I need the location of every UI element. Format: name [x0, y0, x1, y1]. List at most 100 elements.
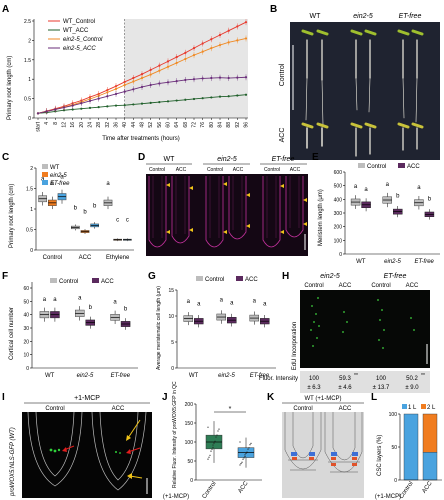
significance-letter: a [354, 184, 358, 190]
x-tick-label: 76 [200, 122, 206, 128]
data-point [242, 458, 244, 460]
legend-swatch-wt [42, 164, 48, 169]
panel-k: K WT (+1-MCP) Control ACC [267, 392, 364, 498]
significance-letter: a [53, 297, 57, 303]
treatment-label: Control [293, 406, 312, 412]
y-tick-label: 50 [391, 445, 397, 451]
meristem-boundary-arrows [166, 182, 307, 234]
legend-ein25-control: ein2-5_Control [63, 37, 103, 43]
fluor-value: 100 [376, 376, 387, 382]
panel-h: H ein2-5 ET-free Control ACC Control ACC… [259, 271, 430, 393]
data-point [212, 446, 214, 448]
data-point [71, 108, 74, 111]
legend: WT ein2-5 ET-free [42, 164, 70, 187]
qc-arrows [62, 419, 143, 479]
genotype-label-et-free: ET-free [272, 156, 295, 163]
legend: WT_Control WT_ACC ein2-5_Control ein2-5_… [48, 19, 103, 52]
box-plot-marks: 0 50 100 150 200 Control ACC [185, 402, 255, 500]
legend: 1 L 2 L [402, 404, 436, 411]
data-point [245, 452, 247, 455]
significance-letter: b [93, 203, 97, 209]
col-label-et-free: ET-free [399, 13, 422, 20]
data-point [218, 95, 222, 98]
panel-title: +1-MCP [74, 395, 100, 402]
x-tick-label: WT [189, 373, 199, 379]
significance-letter: a [417, 185, 421, 191]
panel-b: B WT ein2-5 ET-free Control ACC [270, 4, 440, 160]
x-tick-label: 48 [140, 122, 146, 128]
data-point [227, 95, 230, 98]
y-tick-label: 0 [394, 478, 397, 484]
treatment-label: Control [45, 406, 64, 412]
x-tick-label: ACC [237, 480, 250, 494]
data-point [36, 112, 40, 115]
x-tick-label: WT [45, 373, 55, 379]
significance-letter: a [263, 302, 267, 308]
data-point [207, 426, 209, 428]
treatment-label: Control [264, 167, 280, 173]
side-label: proWOX5:NLS-GFP (WT) [10, 427, 16, 497]
treatment-label: ACC [233, 167, 244, 173]
y-tick-label: 0 [28, 116, 31, 122]
stacked-bar-segment [422, 452, 438, 481]
col-label-ein25: ein2-5 [353, 13, 373, 20]
significance-letter: a [51, 181, 55, 187]
significance-letter: a [187, 299, 191, 305]
x-tick-label: Control [43, 255, 62, 261]
legend-acc: ACC [245, 277, 258, 283]
treatment-label: ACC [112, 406, 125, 412]
legend: Control ACC [358, 163, 420, 170]
legend-swatch-control [196, 276, 203, 281]
treatment-label: ACC [339, 283, 352, 289]
significance-letter: a [60, 175, 64, 181]
significance-star: * [229, 406, 232, 413]
treatment-label: Control [304, 283, 323, 289]
x-tick-label: ein2-5 [77, 373, 94, 379]
legend-1l: 1 L [408, 405, 417, 411]
panel-label: D [138, 152, 145, 163]
root-tip-micrographs [146, 174, 308, 256]
x-tick-label: 64 [174, 122, 180, 128]
legend-et-free: ET-free [50, 181, 70, 187]
panel-j: J 0 50 100 150 200 Control ACC Relative Fluor.… [162, 381, 262, 500]
data-point [213, 442, 215, 444]
data-point [217, 430, 219, 432]
panel-label: I [2, 392, 5, 403]
y-tick-label: 0 [171, 366, 174, 372]
y-tick-label: 100 [185, 440, 194, 446]
data-point [207, 458, 209, 460]
panel-i: I +1-MCP Control ACC proWOX5:NLS-GFP (WT… [2, 392, 152, 498]
x-tick-label: 60 [166, 122, 172, 128]
seedling-photo-background [290, 22, 440, 160]
data-point [239, 441, 241, 443]
y-tick-label: 0.5 [26, 228, 33, 234]
legend-ein25: ein2-5 [50, 173, 67, 179]
edu-micrograph [300, 290, 430, 368]
x-tick-label: 68 [183, 122, 189, 128]
data-point [244, 455, 246, 458]
legend: Control ACC [196, 276, 258, 283]
data-point [158, 100, 161, 104]
data-point [218, 428, 220, 430]
panel-label: A [2, 4, 9, 15]
x-tick-label: start [36, 121, 42, 131]
x-tick-label: Control [202, 481, 218, 500]
row-label-control: Control [279, 63, 286, 86]
panel-label: E [312, 152, 319, 163]
significance-letter: c [116, 218, 119, 224]
fluor-error: ± 9.0 [405, 385, 419, 391]
data-point [210, 96, 213, 99]
y-tick-label: 30 [23, 326, 29, 332]
legend-swatch-1l [402, 404, 407, 409]
fluor-value: 100 [309, 376, 320, 382]
data-point [209, 454, 211, 456]
data-point [244, 93, 248, 96]
x-tick-label: ein2-5 [384, 259, 401, 265]
legend-control: Control [367, 164, 386, 170]
